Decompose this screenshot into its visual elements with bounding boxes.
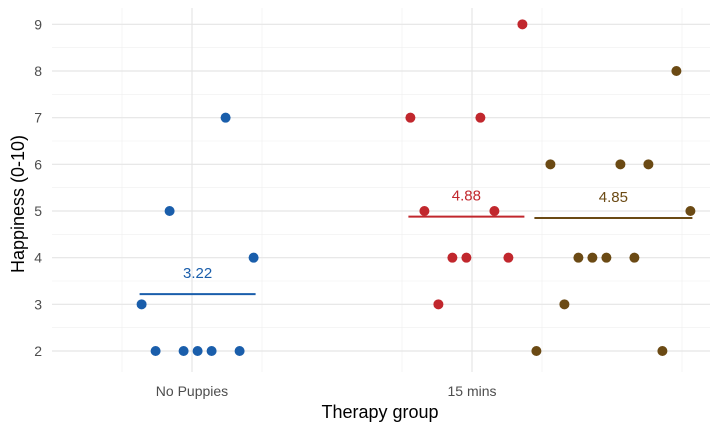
mean-label: 4.85 bbox=[599, 189, 628, 206]
y-tick-label: 9 bbox=[34, 16, 42, 32]
data-point bbox=[178, 346, 189, 356]
data-point bbox=[419, 206, 430, 216]
data-point bbox=[531, 346, 542, 356]
y-tick-label: 7 bbox=[34, 110, 42, 126]
mean-label: 4.88 bbox=[452, 188, 481, 205]
minor-gridlines bbox=[52, 8, 710, 372]
data-point bbox=[587, 252, 598, 263]
data-point bbox=[643, 159, 654, 170]
x-tick-label: 15 mins bbox=[447, 383, 496, 399]
data-point bbox=[150, 346, 161, 356]
data-point bbox=[220, 112, 231, 123]
mean-lines bbox=[139, 215, 693, 296]
data-point bbox=[573, 252, 584, 263]
x-axis-title: Therapy group bbox=[321, 402, 438, 422]
data-point bbox=[192, 346, 203, 356]
data-point bbox=[615, 159, 626, 170]
y-tick-label: 3 bbox=[34, 296, 42, 312]
data-point bbox=[433, 299, 444, 310]
data-points bbox=[136, 19, 696, 356]
data-point bbox=[629, 252, 640, 263]
data-point bbox=[475, 112, 486, 123]
data-point bbox=[545, 159, 556, 170]
data-point bbox=[657, 346, 668, 356]
data-point bbox=[248, 252, 259, 263]
mean-labels: 3.22 4.88 4.85 bbox=[183, 188, 628, 282]
y-tick-label: 8 bbox=[34, 63, 42, 79]
data-point bbox=[517, 19, 528, 30]
data-point bbox=[234, 346, 245, 356]
major-gridlines bbox=[52, 8, 710, 372]
data-point bbox=[671, 66, 682, 76]
y-axis-title: Happiness (0-10) bbox=[8, 135, 28, 273]
x-tick-label: No Puppies bbox=[156, 383, 228, 399]
data-point bbox=[559, 299, 570, 310]
data-point bbox=[206, 346, 217, 356]
data-point bbox=[489, 206, 500, 216]
y-tick-label: 2 bbox=[34, 343, 42, 359]
data-point bbox=[503, 252, 514, 263]
data-point bbox=[685, 206, 696, 216]
data-point bbox=[447, 252, 458, 263]
data-point bbox=[136, 299, 147, 310]
y-tick-label: 5 bbox=[34, 203, 42, 219]
mean-label: 3.22 bbox=[183, 265, 212, 282]
data-point bbox=[164, 206, 175, 216]
y-axis-ticks: 2 3 4 5 6 7 8 9 bbox=[34, 16, 42, 359]
data-point bbox=[461, 252, 472, 263]
y-tick-label: 6 bbox=[34, 156, 42, 172]
data-point bbox=[405, 112, 416, 123]
data-point bbox=[601, 252, 612, 263]
y-tick-label: 4 bbox=[34, 250, 42, 266]
